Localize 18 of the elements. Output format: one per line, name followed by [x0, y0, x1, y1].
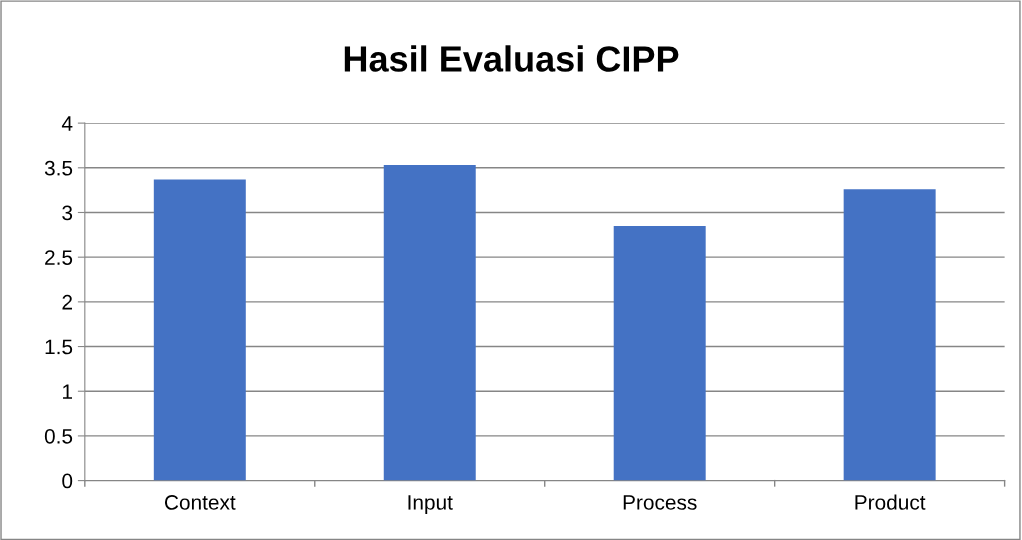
- y-tick-label: 2: [62, 294, 72, 310]
- y-tick-label: 2.5: [45, 250, 73, 265]
- bar: [383, 165, 476, 481]
- bar: [843, 189, 936, 481]
- x-tick-label: Context: [164, 495, 236, 510]
- x-tick-label: Input: [408, 495, 453, 514]
- chart-title: Hasil Evaluasi CIPP: [344, 45, 679, 72]
- y-tick-label: 1.5: [45, 339, 73, 355]
- bar: [153, 179, 246, 481]
- y-tick-label: 0: [62, 473, 73, 489]
- x-tick-label: Process: [623, 495, 697, 510]
- x-tick-label: Product: [855, 494, 926, 510]
- y-tick-label: 0.5: [44, 428, 73, 444]
- y-tick-label: 1: [63, 384, 72, 399]
- y-tick-label: 4: [61, 116, 73, 131]
- y-tick-label: 3.5: [44, 160, 73, 176]
- y-tick-label: 3: [62, 205, 73, 221]
- bar: [613, 225, 706, 481]
